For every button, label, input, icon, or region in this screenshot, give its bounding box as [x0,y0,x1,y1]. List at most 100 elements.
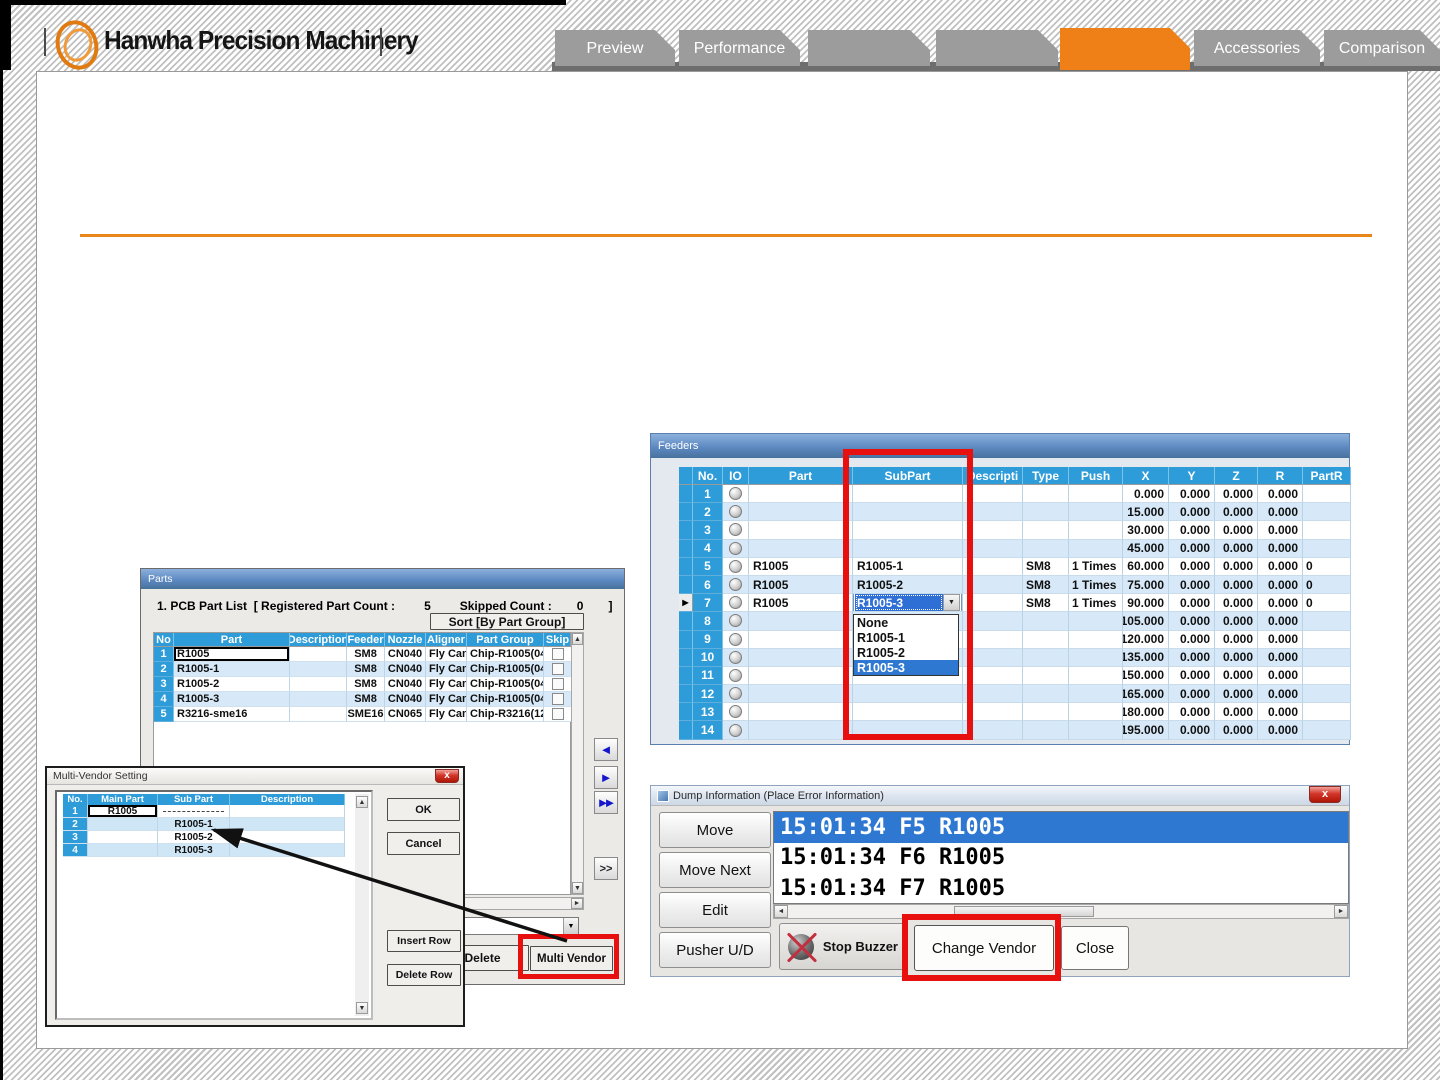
parts-vertical-scrollbar[interactable]: ▲ ▼ [571,632,584,895]
move-left-button[interactable]: ◄ [594,738,618,761]
registered-count: 5 [424,599,431,613]
log-horizontal-scrollbar[interactable]: ◄ ► [773,904,1349,919]
mv-row[interactable]: 3 R1005-2 [63,831,345,844]
feeder-row[interactable]: 9 120.000 0.000 0.000 0.000 [679,630,1351,649]
dropdown-option-none[interactable]: None [857,615,889,630]
dump-title: Dump Information (Place Error Informatio… [673,789,884,802]
page-top-edge [0,0,566,5]
feeder-row[interactable]: 4 45.000 0.000 0.000 0.000 [679,539,1351,558]
pcb-part-list-label: 1. PCB Part List [ Registered Part Count… [157,599,613,613]
feeder-row[interactable]: 5 R1005 R1005-1 SM8 1 Times 60.000 0.000 0.000 0… [679,557,1351,576]
skip-checkbox[interactable] [544,677,572,692]
scroll-left-icon[interactable]: ◄ [774,905,788,918]
multi-vendor-titlebar[interactable]: Multi-Vendor Setting [47,768,463,785]
feeder-row[interactable]: 2 15.000 0.000 0.000 0.000 [679,503,1351,522]
io-indicator-icon [723,703,749,722]
chevron-down-icon[interactable]: ▼ [563,918,578,934]
feeder-row[interactable]: 13 180.000 0.000 0.000 0.000 [679,703,1351,722]
expand-button[interactable]: >> [594,857,618,880]
feeder-row[interactable]: 10 135.000 0.000 0.000 0.000 [679,648,1351,667]
skip-checkbox[interactable] [544,662,572,677]
feeder-row-current[interactable]: ▶ 7 R1005 R1005-3 ▼ SM8 1 Times 90.000 0.000 0.00… [679,594,1351,613]
move-right-all-button[interactable]: ►► [594,791,618,814]
scroll-up-icon[interactable]: ▲ [356,796,368,808]
skip-checkbox[interactable] [544,692,572,707]
tab-preview[interactable]: Preview [555,30,675,66]
highlight-subpart-column [843,449,973,740]
scroll-up-icon[interactable]: ▲ [572,633,583,645]
mv-row[interactable]: 2 R1005-1 [63,818,345,831]
empty-subpart-placeholder [162,810,225,812]
tab-blank-2[interactable] [936,30,1058,66]
tab-active[interactable] [1060,28,1190,70]
io-indicator-icon [723,685,749,704]
highlight-change-vendor-button [902,914,1061,981]
stop-buzzer-button[interactable]: Stop Buzzer [779,923,905,970]
delete-row-button[interactable]: Delete Row [387,964,461,986]
close-icon[interactable]: x [1309,786,1341,803]
window-icon [657,789,669,802]
log-entry-selected[interactable]: 15:01:34 F5 R1005 [774,812,1348,843]
close-icon[interactable]: x [435,769,459,783]
dump-titlebar[interactable]: Dump Information (Place Error Informatio… [651,786,1349,806]
insert-row-button[interactable]: Insert Row [387,930,461,952]
chevron-down-icon[interactable]: ▼ [943,594,960,612]
feeders-header-row: No. IO Part SubPart Descripti Type Push … [679,467,1351,485]
pusher-ud-button[interactable]: Pusher U/D [659,932,771,968]
io-indicator-icon [723,557,749,576]
close-button[interactable]: Close [1061,926,1129,970]
feeder-row[interactable]: 12 165.000 0.000 0.000 0.000 [679,685,1351,704]
multi-vendor-button[interactable]: Multi Vendor [530,946,613,971]
current-row-marker-icon: ▶ [679,594,693,613]
dropdown-option[interactable]: R1005-1 [857,630,905,645]
dropdown-option-selected[interactable]: R1005-3 [854,660,958,675]
cancel-button[interactable]: Cancel [387,832,460,855]
feeder-row[interactable]: 3 30.000 0.000 0.000 0.000 [679,521,1351,540]
parts-titlebar[interactable]: Parts [141,569,624,589]
mv-vertical-scrollbar[interactable]: ▲ ▼ [355,794,369,1016]
move-next-button[interactable]: Move Next [659,852,771,888]
log-entry[interactable]: 15:01:34 F7 R1005 [780,875,1006,901]
sort-by-part-group-button[interactable]: Sort [By Part Group] [430,613,584,630]
logo-divider-bar [380,28,382,56]
part-select-combobox[interactable]: ▼ [461,917,579,935]
tab-performance[interactable]: Performance [679,30,800,66]
io-indicator-icon [723,721,749,740]
feeder-row[interactable]: 11 150.000 0.000 0.000 0.000 [679,666,1351,686]
move-button[interactable]: Move [659,812,771,848]
io-indicator-icon [723,594,749,613]
ok-button[interactable]: OK [387,798,460,821]
scroll-right-icon[interactable]: ► [1334,905,1348,918]
tab-strip-bar [552,62,1440,71]
mv-row[interactable]: 1 R1005 [63,805,345,818]
skip-checkbox[interactable] [544,707,572,722]
move-right-button[interactable]: ► [594,766,618,789]
page-left-edge [0,0,3,1080]
edit-button[interactable]: Edit [659,892,771,928]
feeder-row[interactable]: 6 R1005 R1005-2 SM8 1 Times 75.000 0.000 0.000 0… [679,575,1351,595]
skip-checkbox[interactable] [544,647,572,662]
multi-vendor-panel: No. Main Part Sub Part Description 1 R100… [55,790,373,1020]
feeder-row[interactable]: 8 105.000 0.000 0.000 0.000 [679,612,1351,631]
log-entry[interactable]: 15:01:34 F6 R1005 [780,845,1006,871]
subpart-combobox[interactable]: R1005-3 ▼ [853,594,962,612]
scroll-down-icon[interactable]: ▼ [572,882,583,894]
tab-comparison[interactable]: Comparison [1324,30,1440,66]
feeder-row[interactable]: 14 195.000 0.000 0.000 0.000 [679,721,1351,740]
feeder-row[interactable]: 1 0.000 0.000 0.000 0.000 [679,485,1351,504]
tab-accessories[interactable]: Accessories [1194,30,1320,66]
tab-blank-1[interactable] [808,30,930,66]
dropdown-option[interactable]: R1005-2 [857,645,905,660]
parts-title: Parts [148,573,173,585]
feeders-titlebar[interactable]: Feeders [651,434,1349,458]
mv-row[interactable]: 4 R1005-3 [63,844,345,857]
scroll-right-icon[interactable]: ► [571,898,583,909]
change-vendor-button[interactable]: Change Vendor [914,925,1054,971]
io-indicator-icon [723,503,749,522]
scroll-down-icon[interactable]: ▼ [356,1002,368,1014]
